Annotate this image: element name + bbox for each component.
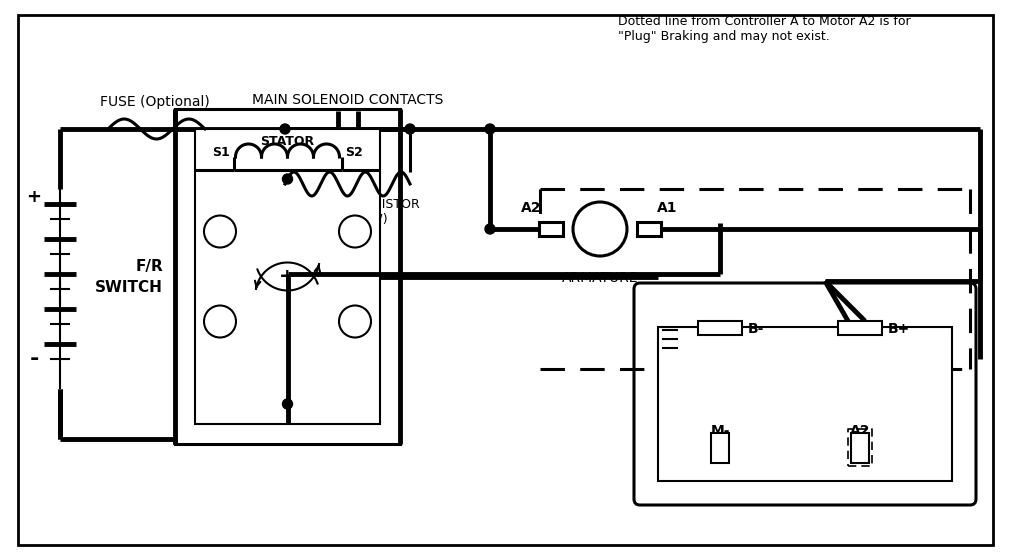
Text: +: + bbox=[279, 267, 296, 286]
Circle shape bbox=[282, 174, 292, 184]
Text: PRECHARGE RESISTOR
(250 Ω, 5 W): PRECHARGE RESISTOR (250 Ω, 5 W) bbox=[276, 198, 420, 226]
Circle shape bbox=[280, 124, 290, 134]
Text: S1: S1 bbox=[211, 146, 229, 159]
Bar bbox=[838, 321, 882, 335]
Text: A2: A2 bbox=[850, 424, 870, 438]
Text: Dotted line from Controller A to Motor A2 is for
"Plug" Braking and may not exis: Dotted line from Controller A to Motor A… bbox=[618, 15, 911, 43]
Bar bbox=[175, 109, 400, 444]
Bar bbox=[851, 433, 869, 463]
Circle shape bbox=[485, 224, 495, 234]
Bar bbox=[698, 321, 742, 335]
Text: M-: M- bbox=[711, 424, 730, 438]
Text: ARMATURE: ARMATURE bbox=[562, 271, 638, 285]
Circle shape bbox=[485, 124, 495, 134]
Text: B+: B+ bbox=[888, 322, 910, 336]
Circle shape bbox=[282, 399, 292, 409]
Bar bbox=[195, 129, 380, 424]
Text: A2: A2 bbox=[521, 201, 541, 215]
Bar bbox=[658, 327, 952, 481]
Circle shape bbox=[405, 124, 415, 134]
Text: S2: S2 bbox=[346, 146, 363, 159]
Text: MAIN SOLENOID CONTACTS: MAIN SOLENOID CONTACTS bbox=[252, 93, 443, 107]
Text: FUSE (Optional): FUSE (Optional) bbox=[100, 95, 210, 109]
Text: +: + bbox=[26, 188, 41, 206]
Bar bbox=[637, 222, 661, 236]
Bar bbox=[539, 222, 563, 236]
Bar bbox=[711, 433, 729, 463]
Text: B-: B- bbox=[748, 322, 764, 336]
Text: F/R
SWITCH: F/R SWITCH bbox=[95, 258, 163, 295]
Text: A1: A1 bbox=[657, 201, 677, 215]
FancyBboxPatch shape bbox=[634, 283, 976, 505]
Text: -: - bbox=[29, 349, 38, 369]
Text: STATOR: STATOR bbox=[261, 135, 314, 148]
